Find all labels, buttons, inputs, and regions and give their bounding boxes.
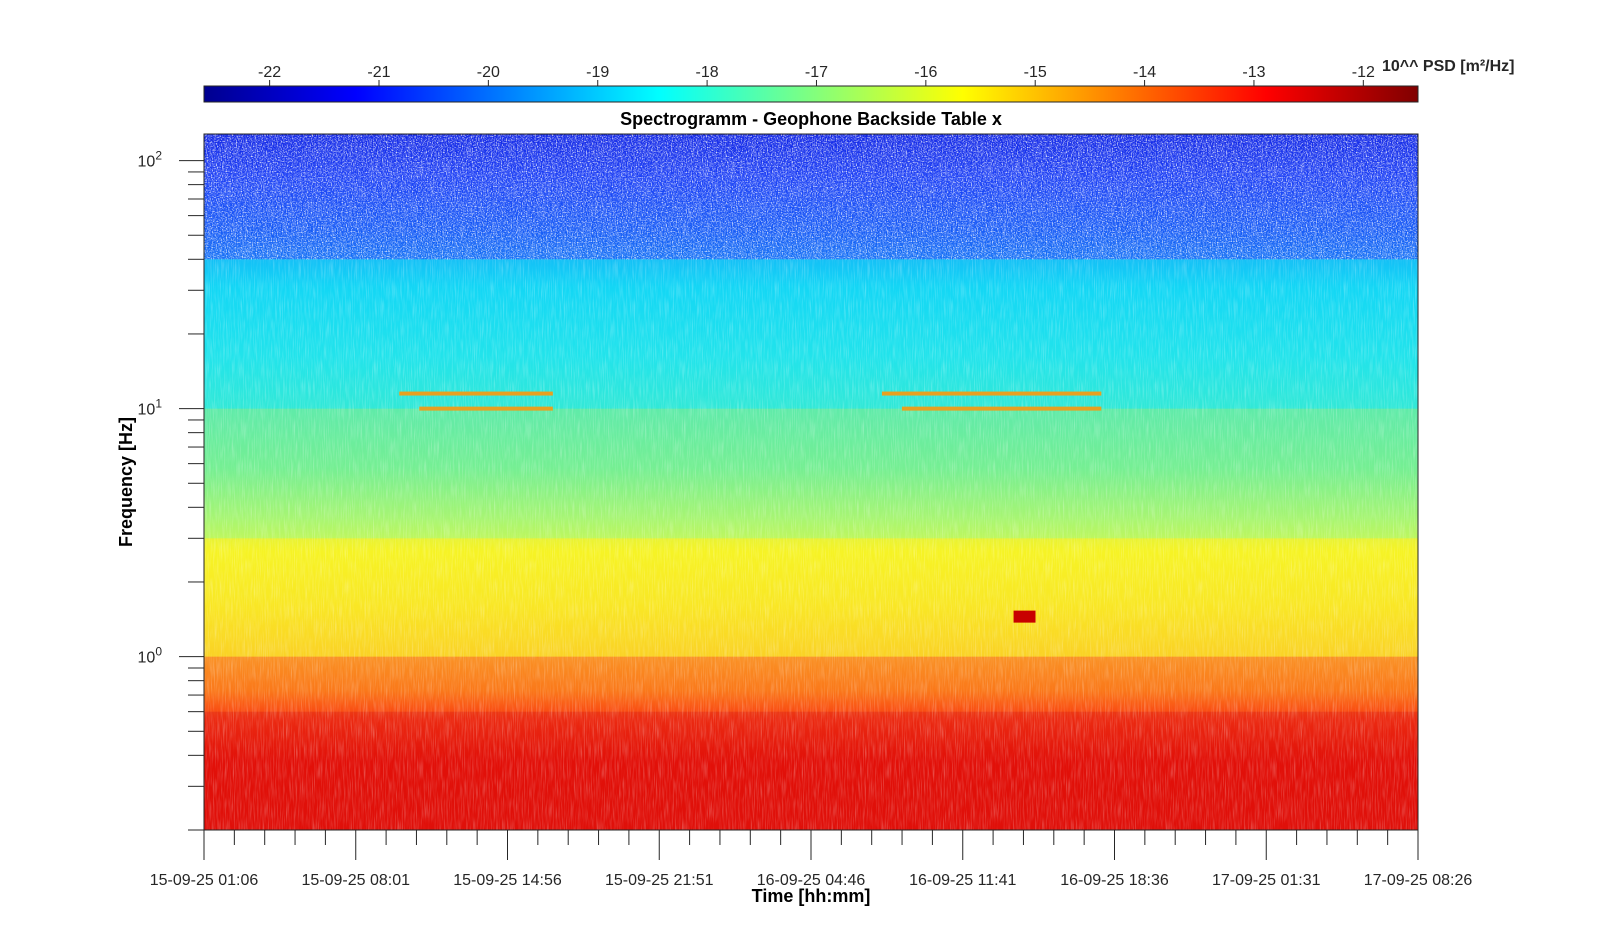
spectrogram-plot: 15-09-25 01:06 15-09-25 08:01 15-09-25 14:… [138, 133, 1473, 889]
colorbar-tick-label: -21 [367, 64, 390, 81]
x-tick-label: 15-09-25 14:56 [453, 872, 562, 889]
colorbar-tick-label: -19 [586, 64, 609, 81]
colorbar-tick-label: -14 [1133, 64, 1156, 81]
x-tick-label: 16-09-25 18:36 [1060, 872, 1169, 889]
x-tick-label: 15-09-25 01:06 [150, 872, 259, 889]
y-axis-label: Frequency [Hz] [116, 417, 136, 547]
y-tick-label: 101 [138, 397, 163, 419]
colorbar-tick-label: -16 [914, 64, 937, 81]
spectral-peak [1013, 610, 1036, 623]
colorbar: -22 -21 -20 -19 -18 -17 -16 -15 -14 -13 -12 10^^ P… [203, 58, 1514, 103]
spectral-line [881, 391, 1102, 396]
spectral-line [901, 406, 1102, 411]
colorbar-gradient [203, 85, 1419, 103]
spectral-line [399, 391, 553, 396]
x-tick-label: 15-09-25 21:51 [605, 872, 714, 889]
spectral-line [419, 406, 553, 411]
x-tick-label: 16-09-25 11:41 [909, 872, 1016, 889]
y-tick-label: 102 [138, 149, 163, 171]
spectrogram-speckle [204, 134, 1418, 260]
chart-title: Spectrogramm - Geophone Backside Table x [620, 109, 1002, 129]
x-tick-label: 16-09-25 04:46 [757, 872, 866, 889]
y-tick-label: 100 [138, 645, 163, 667]
x-tick-label: 15-09-25 08:01 [301, 872, 410, 889]
colorbar-tick-label: -20 [477, 64, 500, 81]
colorbar-tick-label: -22 [258, 64, 281, 81]
x-axis-label: Time [hh:mm] [752, 886, 871, 906]
x-tick-label: 17-09-25 08:26 [1364, 872, 1473, 889]
colorbar-tick-label: -13 [1242, 64, 1265, 81]
colorbar-tick-label: -12 [1352, 64, 1375, 81]
colorbar-tick-label: -15 [1024, 64, 1047, 81]
colorbar-label: 10^^ PSD [m²/Hz] [1382, 58, 1514, 75]
colorbar-tick-label: -17 [805, 64, 828, 81]
x-tick-label: 17-09-25 01:31 [1212, 872, 1321, 889]
colorbar-tick-label: -18 [696, 64, 719, 81]
